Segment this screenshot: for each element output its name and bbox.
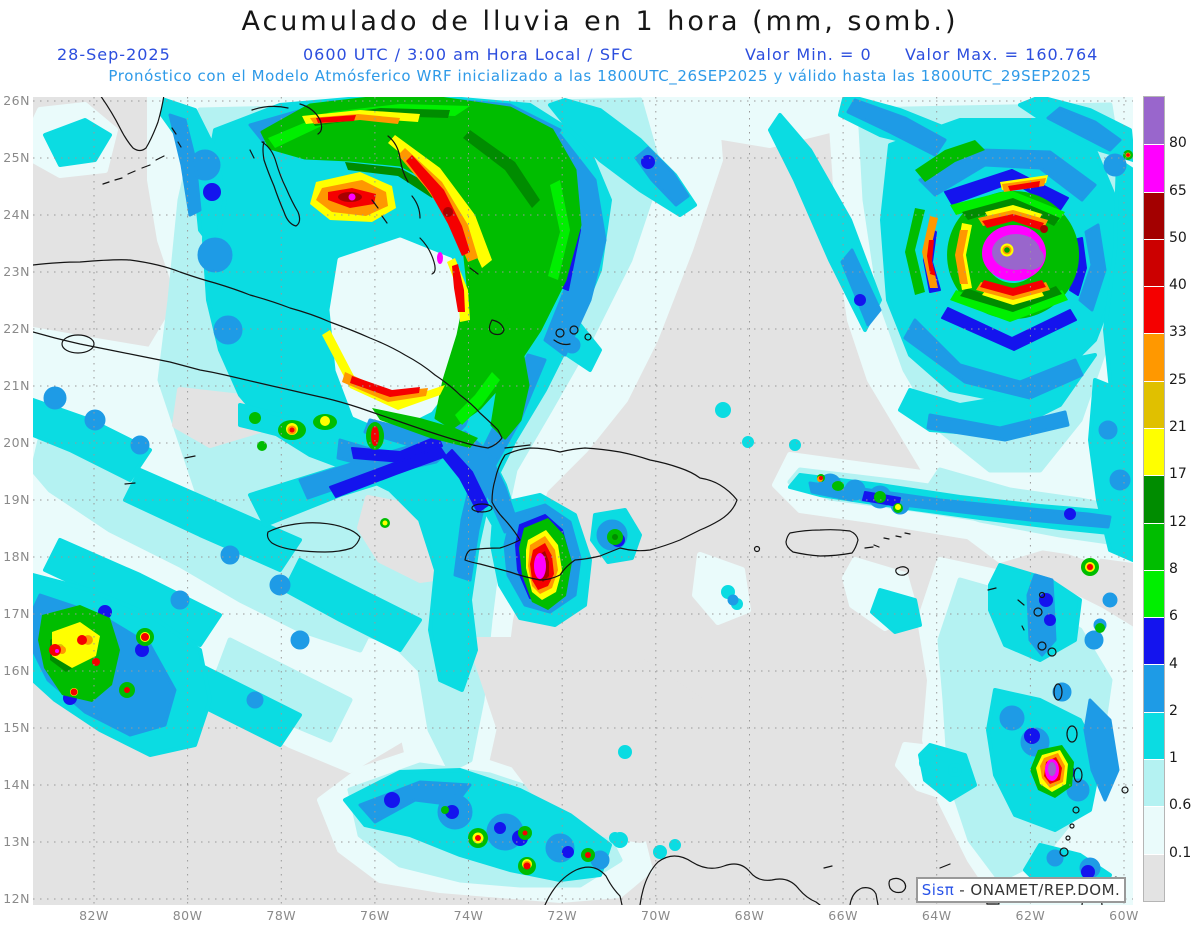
coast-bahamas-east: [371, 135, 505, 336]
colorbar-cell-65: [1144, 144, 1164, 192]
colorbar-cell-8: [1144, 522, 1164, 570]
lat-tick-20N: 20N: [3, 435, 30, 450]
coast-st-croix: [895, 566, 910, 576]
colorbar-label-1: 1: [1169, 750, 1178, 767]
colorbar-label-25: 25: [1169, 371, 1187, 388]
lon-tick-76W: 76W: [360, 908, 390, 923]
lon-tick-66W: 66W: [828, 908, 858, 923]
colorbar-label-12: 12: [1169, 513, 1187, 530]
lat-tick-22N: 22N: [3, 321, 30, 336]
coast-mona: [753, 545, 761, 553]
valid-time-line: 28-Sep-2025 0600 UTC / 3:00 am Hora Loca…: [0, 45, 1200, 65]
lat-tick-14N: 14N: [3, 777, 30, 792]
coast-gonave: [471, 503, 493, 513]
lat-tick-23N: 23N: [3, 264, 30, 279]
colorbar-label-0.1: 0.1: [1169, 844, 1192, 861]
coast-south-america: [544, 855, 879, 905]
page-title: Acumulado de lluvia en 1 hora (mm, somb.…: [241, 6, 959, 37]
colorbar-label-21: 21: [1169, 419, 1187, 436]
value-max: Valor Max. = 160.764: [905, 45, 1099, 64]
lat-tick-12N: 12N: [3, 891, 30, 906]
precip-colorbar: [1143, 96, 1165, 902]
lon-tick-80W: 80W: [172, 908, 203, 923]
lon-tick-78W: 78W: [266, 908, 297, 923]
colorbar-label-40: 40: [1169, 277, 1187, 294]
colorbar-label-33: 33: [1169, 324, 1187, 341]
lon-tick-82W: 82W: [79, 908, 109, 923]
lon-tick-72W: 72W: [547, 908, 578, 923]
coast-isla-juventud: [61, 334, 95, 354]
valid-hour: 0600 UTC / 3:00 am Hora Local / SFC: [303, 45, 634, 64]
lat-tick-21N: 21N: [3, 378, 30, 393]
colorbar-cell-1: [1144, 711, 1164, 759]
coast-florida-keys: [102, 127, 182, 185]
lat-tick-18N: 18N: [3, 549, 30, 564]
colorbar-label-80: 80: [1169, 135, 1187, 152]
coast-florida: [100, 97, 165, 152]
lat-tick-24N: 24N: [3, 207, 30, 222]
colorbar-cell-25: [1144, 333, 1164, 381]
colorbar-cell-50: [1144, 191, 1164, 239]
colorbar-label-4: 4: [1169, 655, 1178, 672]
lat-tick-26N: 26N: [3, 93, 30, 108]
coast-barbados: [1121, 786, 1129, 794]
colorbar-cell-80: [1144, 97, 1164, 145]
valid-date: 28-Sep-2025: [57, 45, 171, 64]
lat-tick-19N: 19N: [3, 492, 30, 507]
colorbar-cell-2: [1144, 664, 1164, 712]
colorbar-label-6: 6: [1169, 608, 1178, 625]
coast-cuba: [33, 259, 503, 449]
colorbar-cell-6: [1144, 569, 1164, 618]
coast-virgin-islands: [864, 532, 911, 549]
lon-tick-70W: 70W: [640, 908, 671, 923]
lat-tick-25N: 25N: [3, 150, 30, 165]
colorbar-label-8: 8: [1169, 560, 1178, 577]
coast-leeward-islands: [987, 587, 1025, 631]
coast-andros: [261, 141, 301, 227]
coast-grenada: [1059, 847, 1069, 857]
colorbar-cell-0.6: [1144, 758, 1164, 807]
colorbar-label-2: 2: [1169, 702, 1178, 719]
colorbar-cell-21: [1144, 380, 1164, 428]
lon-tick-74W: 74W: [453, 908, 484, 923]
lon-tick-60W: 60W: [1109, 908, 1139, 923]
colorbar-cell-40: [1144, 238, 1164, 287]
coast-hispaniola: [464, 447, 738, 581]
colorbar-cell-min: [1144, 853, 1164, 901]
lat-tick-17N: 17N: [3, 606, 30, 621]
colorbar-cell-4: [1144, 617, 1164, 665]
value-min: Valor Min. = 0: [745, 45, 872, 64]
lat-tick-15N: 15N: [3, 720, 30, 735]
colorbar-label-50: 50: [1169, 229, 1187, 246]
rain-shading: [33, 97, 1133, 905]
model-init-line: Pronóstico con el Modelo Atmósferico WRF…: [108, 67, 1092, 85]
coast-tortuga: [504, 444, 531, 449]
colorbar-label-65: 65: [1169, 182, 1187, 199]
coast-turks-caicos: [553, 339, 571, 346]
colorbar-cell-0.1: [1144, 806, 1164, 854]
graticule: [33, 97, 1133, 905]
lat-tick-16N: 16N: [3, 663, 30, 678]
lon-tick-64W: 64W: [921, 908, 952, 923]
coast-caymans: [124, 455, 196, 485]
sispi-logo: Sisπ: [921, 881, 955, 899]
lon-tick-68W: 68W: [734, 908, 765, 923]
colorbar-label-0.6: 0.6: [1169, 797, 1192, 814]
colorbar-label-17: 17: [1169, 466, 1187, 483]
colorbar-cell-12: [1144, 475, 1164, 523]
coast-bahamas-north: [249, 103, 323, 159]
lon-tick-62W: 62W: [1015, 908, 1046, 923]
coast-puerto-rico: [785, 529, 859, 557]
lat-tick-13N: 13N: [3, 834, 30, 849]
onamet-credit: - ONAMET/REP.DOM.: [959, 881, 1121, 899]
watermark-box: Sisπ - ONAMET/REP.DOM.: [916, 877, 1126, 903]
coast-jamaica: [266, 522, 361, 553]
colorbar-cell-17: [1144, 427, 1164, 476]
colorbar-cell-33: [1144, 286, 1164, 334]
